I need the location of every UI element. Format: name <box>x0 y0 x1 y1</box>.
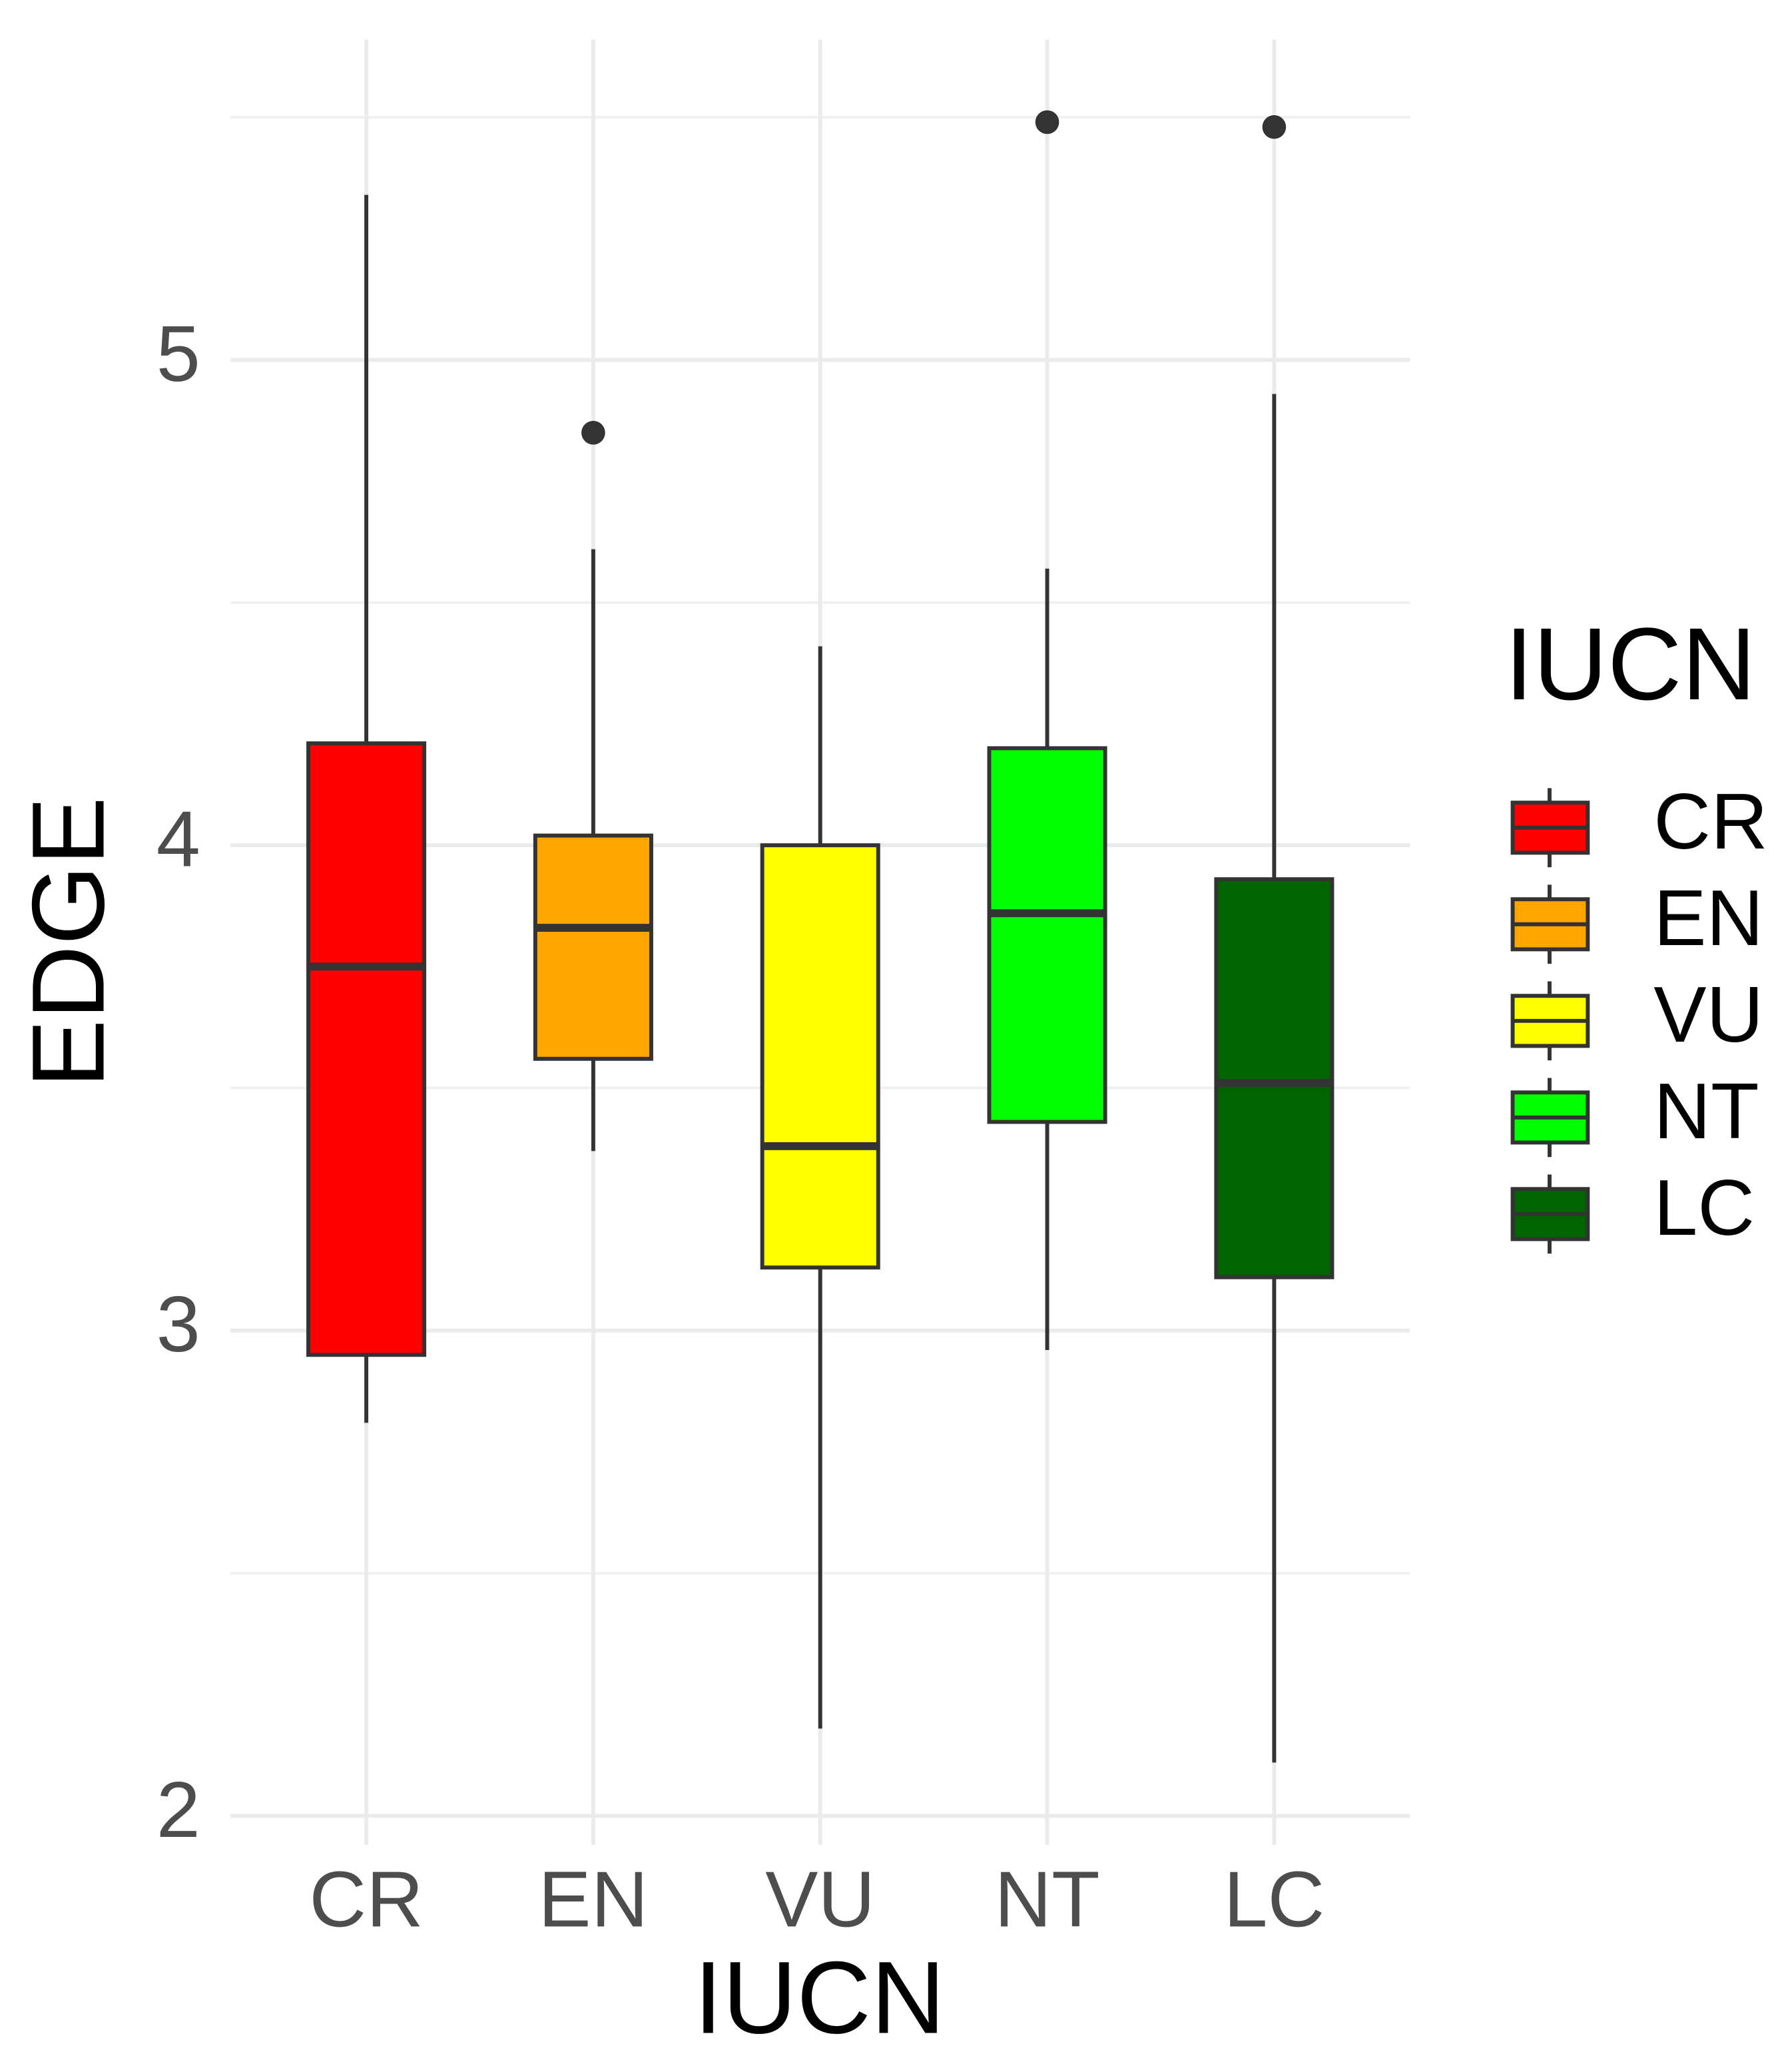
legend-label: VU <box>1653 971 1763 1059</box>
y-tick-label: 4 <box>156 796 200 884</box>
box <box>306 741 427 1357</box>
x-tick-label: LC <box>1223 1856 1325 1944</box>
box <box>533 833 653 1061</box>
y-tick-label: 2 <box>156 1766 200 1854</box>
legend-label: NT <box>1653 1068 1759 1156</box>
legend-label: LC <box>1653 1164 1755 1252</box>
legend-label: EN <box>1653 874 1763 962</box>
legend-title: IUCN <box>1505 606 1756 721</box>
x-tick-label: CR <box>309 1856 423 1944</box>
outlier <box>581 420 605 445</box>
y-tick-label: 5 <box>156 310 200 398</box>
outlier <box>1035 110 1059 135</box>
x-tick-label: EN <box>538 1856 648 1944</box>
box <box>1214 877 1335 1279</box>
y-tick-label: 3 <box>156 1281 200 1369</box>
y-axis-label: EDGE <box>11 797 126 1088</box>
legend-label: CR <box>1653 778 1767 866</box>
x-tick-label: NT <box>994 1856 1099 1944</box>
x-tick-label: VU <box>765 1856 875 1944</box>
x-axis-label: IUCN <box>694 1939 945 2055</box>
box <box>760 843 880 1270</box>
outlier <box>1262 115 1287 139</box>
box <box>987 746 1107 1124</box>
